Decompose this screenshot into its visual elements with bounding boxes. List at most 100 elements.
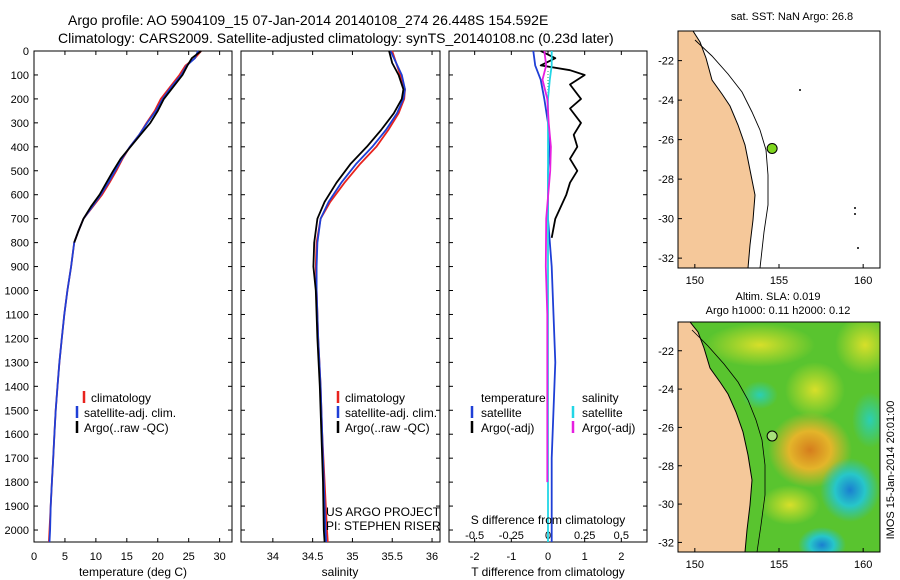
y-tick-label: 1200 [5,333,29,345]
salinity-legend: climatology satellite-adj. clim. Argo(..… [326,391,441,533]
top-tick-label: -0.25 [499,530,524,542]
x-tick-label: 5 [62,551,68,563]
legend-header-temperature: temperature [481,391,546,405]
series-argo-raw-qc- [73,50,202,243]
shelf-contour [694,39,769,269]
y-tick-label: 800 [11,238,29,250]
sst-map [677,30,881,269]
salinity-panel [240,50,441,543]
y-tick-label: 1500 [5,405,29,417]
y-tick-label: 1300 [5,357,29,369]
project-annotation: US ARGO PROJECT [326,505,441,519]
sla-side-label: IMOS 15-Jan-2014 20:01:00 [885,401,897,540]
island-dot [799,89,801,91]
map-x-tick-label: 160 [854,275,872,287]
shelf-contour [691,329,766,552]
map-x-tick-label: 160 [854,559,872,571]
map-y-tick-label: -28 [658,174,674,186]
x-tick-label: 0 [31,551,37,563]
map-y-tick-label: -24 [658,384,674,396]
salinity-y-ticks [241,50,440,531]
x-tick-label: 35 [346,551,358,563]
series-climatology [48,50,202,543]
y-tick-label: 1800 [5,477,29,489]
series-argo-raw-qc- [312,50,405,543]
series-t-satellite [532,50,557,542]
y-tick-label: 2000 [5,525,29,537]
argo-position-marker [766,142,778,154]
y-tick-label: 700 [11,214,29,226]
y-tick-label: 100 [11,70,29,82]
top-tick-label: 0.25 [574,530,595,542]
sla-high-patch [835,322,880,375]
island-dot [857,247,859,249]
map-y-tick-label: -24 [658,95,674,107]
legend-label: satellite-adj. clim. [345,406,437,420]
legend-label: Argo(..raw -QC) [345,421,430,435]
y-tick-label: 500 [11,166,29,178]
map-y-tick-label: -22 [658,346,674,358]
sla-map-subtitle: Argo h1000: 0.11 h2000: 0.12 [706,305,851,317]
title-line-2: Climatology: CARS2009. Satellite-adjuste… [58,30,614,46]
x-tick-label: 34.5 [302,551,323,563]
map-x-tick-label: 155 [770,275,788,287]
series-t-argo-adj- [539,50,586,238]
argo-position-marker [766,430,778,442]
legend-label: Argo(-adj) [582,421,635,435]
y-tick-label: 1000 [5,286,29,298]
y-tick-label: 300 [11,118,29,130]
map-y-tick-label: -28 [658,461,674,473]
salinity-x-label: salinity [322,565,359,579]
legend-label: climatology [345,391,405,405]
legend-header-salinity: salinity [582,391,619,405]
y-tick-label: 0 [23,46,29,58]
legend-label: satellite-adj. clim. [84,406,176,420]
x-tick-label: 20 [152,551,164,563]
x-tick-label: 34 [267,551,279,563]
difference-x-label: T difference from climatology [471,565,625,579]
difference-y-ticks [449,50,647,531]
map-y-tick-label: -26 [658,422,674,434]
legend-label: Argo(-adj) [481,421,534,435]
island-dot [854,213,856,215]
salinity-series [312,50,406,543]
temperature-panel [33,50,233,543]
y-tick-label: 1700 [5,453,29,465]
temperature-y-ticks: 0 100 200 300 400 500 600 700 800 900 1000 1100 1200… [5,46,232,537]
map-y-tick-label: -32 [658,253,674,265]
sst-map-ticks: 150 155 160 -22 -24 -26 -28 -30 -32 [658,56,872,287]
y-tick-label: 1900 [5,501,29,513]
sla-low-patch [742,381,778,409]
x-tick-label: 30 [214,551,226,563]
sla-map [677,321,881,553]
sla-low-patch [798,527,846,552]
map-y-tick-label: -32 [658,537,674,549]
map-y-tick-label: -30 [658,499,674,511]
sst-map-title: sat. SST: NaN Argo: 26.8 [731,11,853,23]
sla-high-patch [785,362,845,418]
australia-land [678,322,753,552]
title-line-1: Argo profile: AO 5904109_15 07-Jan-2014 … [68,12,548,28]
legend-label: Argo(..raw -QC) [84,421,169,435]
temperature-x-ticks: 0 5 10 15 20 25 30 [31,51,226,563]
sla-map-ticks: 150 155 160 -22 -24 -26 -28 -30 -32 [658,346,872,571]
series-satellite-adj-clim- [48,50,199,543]
top-tick-label: 0.5 [614,530,629,542]
sla-map-title: Altim. SLA: 0.019 [736,291,821,303]
sla-high-patch [705,323,815,367]
top-tick-label: -0.5 [465,530,484,542]
map-x-tick-label: 150 [686,275,704,287]
map-y-tick-label: -26 [658,135,674,147]
y-tick-label: 1100 [5,309,29,321]
y-tick-label: 400 [11,142,29,154]
x-tick-label: 15 [121,551,133,563]
series-climatology [314,50,406,543]
x-tick-label: 2 [618,551,624,563]
difference-series [532,50,586,542]
sla-low-patch [852,392,880,448]
map-x-tick-label: 155 [770,559,788,571]
legend-label: satellite [582,406,623,420]
difference-x-ticks: -2 -1 0 1 2 [470,51,624,563]
legend-label: satellite [481,406,522,420]
